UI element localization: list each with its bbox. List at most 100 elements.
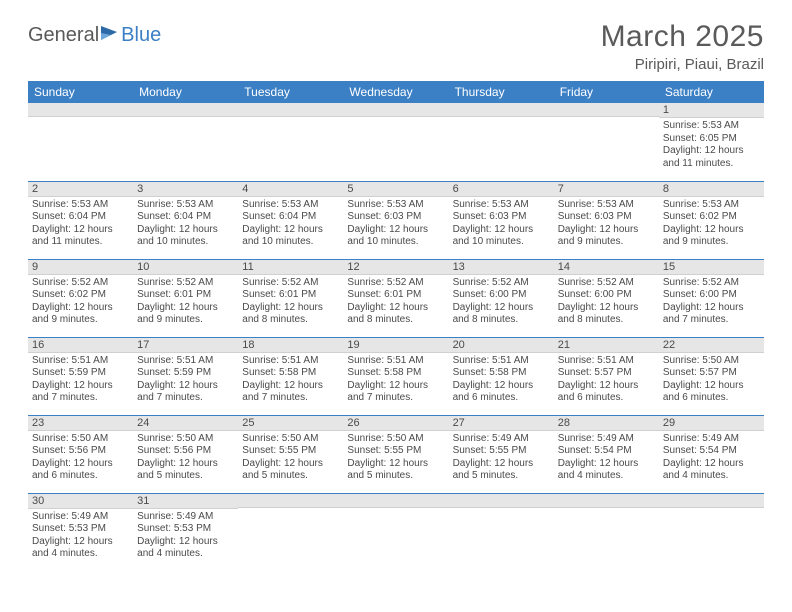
sunrise-text: Sunrise: 5:52 AM (663, 277, 760, 290)
sunrise-text: Sunrise: 5:51 AM (32, 355, 129, 368)
day-number: 2 (28, 182, 133, 197)
calendar-day-cell (238, 493, 343, 571)
day-number (238, 103, 343, 117)
day-number: 16 (28, 338, 133, 353)
calendar-day-cell: 10Sunrise: 5:52 AMSunset: 6:01 PMDayligh… (133, 259, 238, 337)
sunrise-text: Sunrise: 5:53 AM (663, 199, 760, 212)
sunset-text: Sunset: 6:05 PM (663, 133, 760, 146)
daylight-text: Daylight: 12 hours and 4 minutes. (663, 458, 760, 483)
sunrise-text: Sunrise: 5:52 AM (453, 277, 550, 290)
sunset-text: Sunset: 6:01 PM (242, 289, 339, 302)
calendar-day-cell: 18Sunrise: 5:51 AMSunset: 5:58 PMDayligh… (238, 337, 343, 415)
day-number: 30 (28, 494, 133, 509)
sunset-text: Sunset: 5:58 PM (453, 367, 550, 380)
sunrise-text: Sunrise: 5:51 AM (558, 355, 655, 368)
sunrise-text: Sunrise: 5:51 AM (347, 355, 444, 368)
title-block: March 2025 Piripiri, Piaui, Brazil (601, 20, 764, 73)
calendar-day-cell (449, 493, 554, 571)
calendar-day-cell: 22Sunrise: 5:50 AMSunset: 5:57 PMDayligh… (659, 337, 764, 415)
sunset-text: Sunset: 6:02 PM (663, 211, 760, 224)
daylight-text: Daylight: 12 hours and 7 minutes. (32, 380, 129, 405)
daylight-text: Daylight: 12 hours and 8 minutes. (453, 302, 550, 327)
day-number: 31 (133, 494, 238, 509)
daylight-text: Daylight: 12 hours and 7 minutes. (242, 380, 339, 405)
day-details (449, 508, 554, 512)
calendar-day-cell: 29Sunrise: 5:49 AMSunset: 5:54 PMDayligh… (659, 415, 764, 493)
day-number: 27 (449, 416, 554, 431)
daylight-text: Daylight: 12 hours and 8 minutes. (347, 302, 444, 327)
calendar-day-cell: 20Sunrise: 5:51 AMSunset: 5:58 PMDayligh… (449, 337, 554, 415)
daylight-text: Daylight: 12 hours and 7 minutes. (663, 302, 760, 327)
day-details (554, 117, 659, 121)
sunset-text: Sunset: 6:04 PM (32, 211, 129, 224)
calendar-day-cell: 28Sunrise: 5:49 AMSunset: 5:54 PMDayligh… (554, 415, 659, 493)
sunset-text: Sunset: 5:53 PM (137, 523, 234, 536)
sunset-text: Sunset: 5:55 PM (453, 445, 550, 458)
day-number: 4 (238, 182, 343, 197)
day-details (449, 117, 554, 121)
day-details: Sunrise: 5:50 AMSunset: 5:55 PMDaylight:… (238, 431, 343, 485)
calendar-day-cell (554, 103, 659, 181)
sunrise-text: Sunrise: 5:49 AM (453, 433, 550, 446)
calendar-day-cell: 12Sunrise: 5:52 AMSunset: 6:01 PMDayligh… (343, 259, 448, 337)
day-number (343, 494, 448, 508)
daylight-text: Daylight: 12 hours and 4 minutes. (137, 536, 234, 561)
calendar-day-cell: 21Sunrise: 5:51 AMSunset: 5:57 PMDayligh… (554, 337, 659, 415)
daylight-text: Daylight: 12 hours and 5 minutes. (137, 458, 234, 483)
sunrise-text: Sunrise: 5:50 AM (137, 433, 234, 446)
day-number: 29 (659, 416, 764, 431)
sunset-text: Sunset: 6:03 PM (558, 211, 655, 224)
day-details (343, 117, 448, 121)
day-details: Sunrise: 5:51 AMSunset: 5:59 PMDaylight:… (28, 353, 133, 407)
sunrise-text: Sunrise: 5:53 AM (32, 199, 129, 212)
day-details: Sunrise: 5:50 AMSunset: 5:56 PMDaylight:… (28, 431, 133, 485)
sunrise-text: Sunrise: 5:50 AM (242, 433, 339, 446)
calendar-day-cell: 26Sunrise: 5:50 AMSunset: 5:55 PMDayligh… (343, 415, 448, 493)
calendar-week-row: 30Sunrise: 5:49 AMSunset: 5:53 PMDayligh… (28, 493, 764, 571)
day-details: Sunrise: 5:52 AMSunset: 6:01 PMDaylight:… (133, 275, 238, 329)
daylight-text: Daylight: 12 hours and 6 minutes. (453, 380, 550, 405)
day-details: Sunrise: 5:49 AMSunset: 5:54 PMDaylight:… (554, 431, 659, 485)
calendar-day-cell: 6Sunrise: 5:53 AMSunset: 6:03 PMDaylight… (449, 181, 554, 259)
sunrise-text: Sunrise: 5:53 AM (242, 199, 339, 212)
day-number: 12 (343, 260, 448, 275)
day-number: 21 (554, 338, 659, 353)
calendar-day-cell: 23Sunrise: 5:50 AMSunset: 5:56 PMDayligh… (28, 415, 133, 493)
sunrise-text: Sunrise: 5:52 AM (558, 277, 655, 290)
sunrise-text: Sunrise: 5:53 AM (453, 199, 550, 212)
day-details: Sunrise: 5:51 AMSunset: 5:58 PMDaylight:… (449, 353, 554, 407)
calendar-day-cell (343, 103, 448, 181)
sunset-text: Sunset: 5:57 PM (663, 367, 760, 380)
calendar-page: General Blue March 2025 Piripiri, Piaui,… (0, 0, 792, 591)
day-number: 26 (343, 416, 448, 431)
daylight-text: Daylight: 12 hours and 9 minutes. (137, 302, 234, 327)
daylight-text: Daylight: 12 hours and 4 minutes. (32, 536, 129, 561)
daylight-text: Daylight: 12 hours and 7 minutes. (137, 380, 234, 405)
sunset-text: Sunset: 5:54 PM (663, 445, 760, 458)
sunset-text: Sunset: 6:04 PM (242, 211, 339, 224)
brand-flag-icon (99, 24, 121, 47)
day-details: Sunrise: 5:53 AMSunset: 6:03 PMDaylight:… (449, 197, 554, 251)
daylight-text: Daylight: 12 hours and 7 minutes. (347, 380, 444, 405)
day-number (659, 494, 764, 508)
daylight-text: Daylight: 12 hours and 6 minutes. (663, 380, 760, 405)
day-details: Sunrise: 5:51 AMSunset: 5:57 PMDaylight:… (554, 353, 659, 407)
day-number (133, 103, 238, 117)
day-number: 15 (659, 260, 764, 275)
day-number (28, 103, 133, 117)
sunrise-text: Sunrise: 5:52 AM (242, 277, 339, 290)
sunrise-text: Sunrise: 5:50 AM (663, 355, 760, 368)
calendar-day-cell: 27Sunrise: 5:49 AMSunset: 5:55 PMDayligh… (449, 415, 554, 493)
day-number: 24 (133, 416, 238, 431)
day-details: Sunrise: 5:53 AMSunset: 6:04 PMDaylight:… (28, 197, 133, 251)
day-details: Sunrise: 5:49 AMSunset: 5:54 PMDaylight:… (659, 431, 764, 485)
day-number: 19 (343, 338, 448, 353)
day-details (343, 508, 448, 512)
calendar-week-row: 1Sunrise: 5:53 AMSunset: 6:05 PMDaylight… (28, 103, 764, 181)
day-header-tue: Tuesday (238, 81, 343, 103)
calendar-day-cell: 15Sunrise: 5:52 AMSunset: 6:00 PMDayligh… (659, 259, 764, 337)
day-number: 9 (28, 260, 133, 275)
day-number (343, 103, 448, 117)
sunrise-text: Sunrise: 5:53 AM (137, 199, 234, 212)
day-details: Sunrise: 5:51 AMSunset: 5:58 PMDaylight:… (343, 353, 448, 407)
